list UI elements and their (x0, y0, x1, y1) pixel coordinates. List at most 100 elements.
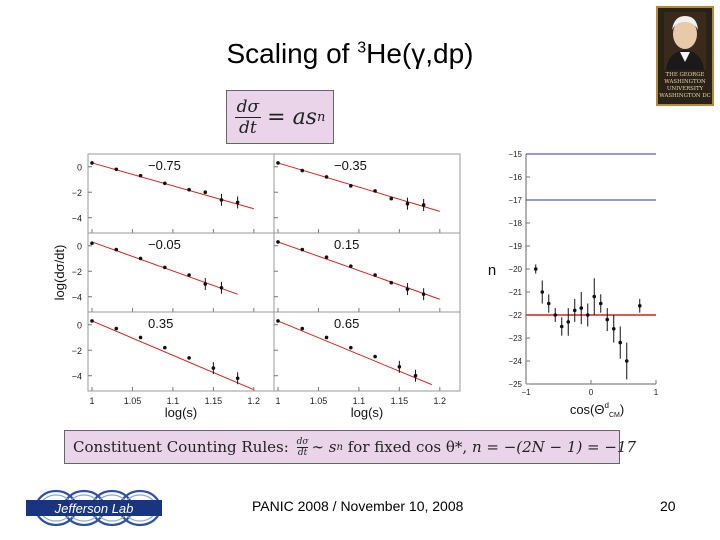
data-point (389, 197, 393, 201)
data-point (114, 327, 118, 331)
x-tick-label: −1 (521, 388, 531, 397)
data-point (187, 273, 191, 277)
data-point (406, 202, 410, 206)
x-axis-label: log(s) (165, 405, 198, 420)
formula-exponent: n (317, 110, 325, 125)
footer-text: PANIC 2008 / November 10, 2008 (252, 498, 463, 514)
x-axis-label: log(s) (351, 405, 384, 420)
x-tick-label: 1.15 (391, 396, 409, 406)
data-point (114, 167, 118, 171)
data-point (349, 346, 353, 350)
panel-frame (88, 312, 274, 391)
data-point (579, 306, 583, 310)
ccr-middle: for fixed cos θ*, (343, 438, 472, 456)
data-point (560, 325, 564, 329)
panel-frame (88, 233, 274, 312)
gwu-line: UNIVERSITY (658, 86, 712, 93)
data-point (373, 189, 377, 193)
data-point (612, 327, 616, 331)
data-point (300, 248, 304, 252)
y-axis-label: log(dσ/dt) (52, 245, 67, 301)
data-point (605, 318, 609, 322)
panel-frame (274, 312, 460, 391)
data-point (114, 248, 118, 252)
data-point (90, 319, 94, 323)
ccr-denominator: dt (298, 448, 307, 458)
data-point (90, 161, 94, 165)
x-tick-label: 1.2 (248, 396, 261, 406)
data-point (592, 295, 596, 299)
slide-title: Scaling of 3He(γ,dp) (150, 38, 550, 70)
data-point (422, 203, 426, 207)
panel-label: 0.65 (334, 316, 359, 331)
data-point (398, 365, 402, 369)
data-point (566, 320, 570, 324)
panel-label: −0.75 (148, 158, 181, 173)
y-tick-label: −18 (508, 219, 522, 228)
y-tick-label: −2 (72, 346, 82, 356)
panel-label: −0.35 (334, 158, 367, 173)
data-point (422, 292, 426, 296)
data-point (586, 313, 590, 317)
gwu-line: WASHINGTON DC (658, 93, 712, 100)
y-tick-label: 0 (77, 163, 82, 173)
y-tick-label: −19 (508, 242, 522, 251)
x-label-main: cos(Θ (570, 402, 605, 417)
ccr-label: Constituent Counting Rules: (73, 438, 289, 456)
data-point (625, 359, 629, 363)
formula-denominator: dt (239, 118, 257, 138)
data-point (389, 281, 393, 285)
data-point (373, 273, 377, 277)
x-tick-label: 1.05 (124, 396, 142, 406)
data-point (553, 313, 557, 317)
washington-portrait-icon (664, 12, 706, 70)
page-number: 20 (660, 498, 676, 514)
data-point (599, 302, 603, 306)
y-tick-label: −22 (508, 311, 522, 320)
y-tick-label: −15 (508, 150, 522, 159)
y-tick-label: −2 (72, 188, 82, 198)
data-point (300, 169, 304, 173)
data-point (638, 304, 642, 308)
data-point (236, 201, 240, 205)
x-tick-label: 0 (589, 388, 594, 397)
jlab-text: Jefferson Lab (54, 501, 134, 516)
data-point (236, 376, 240, 380)
data-point (203, 190, 207, 194)
exponent-chart: −15 −16 −17 −18 −19 −20 −21 −22 −23 −24 −25−1 0 1 n co… (474, 144, 674, 424)
data-point (163, 346, 167, 350)
title-superscript: 3 (357, 40, 366, 57)
data-point (414, 374, 418, 378)
panel-frame (88, 154, 274, 233)
panel-label: 0.35 (148, 316, 173, 331)
data-point (212, 366, 216, 370)
data-point (276, 240, 280, 244)
data-point (163, 182, 167, 186)
data-point (300, 327, 304, 331)
data-point (187, 356, 191, 360)
y-tick-label: −4 (72, 293, 82, 303)
x-label-sup: d (604, 401, 608, 410)
data-point (163, 266, 167, 270)
x-tick-label: 1 (275, 396, 280, 406)
gwu-line: WASHINGTON (658, 79, 712, 86)
title-suffix: He(γ,dp) (366, 38, 473, 69)
data-point (573, 309, 577, 313)
jefferson-lab-logo: Jefferson Lab (18, 484, 168, 536)
data-point (276, 319, 280, 323)
title-prefix: Scaling of (226, 38, 357, 69)
ccr-equation: n = −(2N − 1) = −17 (472, 438, 636, 456)
y-tick-label: −17 (508, 196, 522, 205)
data-point (540, 290, 544, 294)
data-point (406, 287, 410, 291)
gwu-name: THE GEORGE WASHINGTON UNIVERSITY WASHING… (658, 72, 712, 100)
x-tick-label: 1.15 (205, 396, 223, 406)
data-point (547, 302, 551, 306)
y-tick-label: −20 (508, 265, 522, 274)
panel-label: −0.05 (148, 237, 181, 252)
x-tick-label: 1 (654, 388, 659, 397)
y-tick-label: 0 (77, 321, 82, 331)
panel-label: 0.15 (334, 237, 359, 252)
x-label-sub: CM (609, 412, 620, 419)
